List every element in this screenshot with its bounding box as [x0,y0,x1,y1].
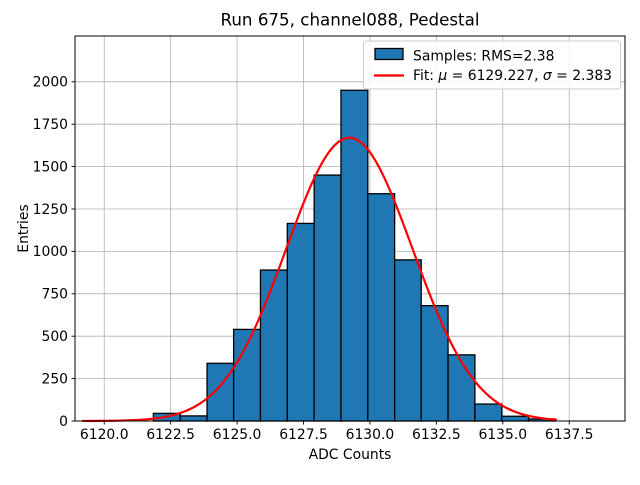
y-axis-label: Entries [16,204,32,252]
y-tick-label: 1250 [33,202,68,218]
x-tick-label: 6132.5 [412,427,461,443]
histogram-bar [474,403,503,422]
histogram-bar [340,89,369,422]
histogram-bar [179,415,208,422]
x-tick-label: 6122.5 [146,427,195,443]
legend-label-fit: Fit: μ = 6129.227, σ = 2.383 [413,68,612,84]
histogram-bar [501,415,530,422]
histogram-bar [313,174,342,422]
histogram-bars [152,89,556,422]
legend-frame [363,40,621,90]
x-tick-label: 6135.0 [478,427,527,443]
legend: Samples: RMS=2.38 Fit: μ = 6129.227, σ =… [363,40,621,90]
x-tick-label: 6137.5 [545,427,594,443]
y-tick-label: 250 [41,371,68,387]
x-tick-label: 6125.0 [213,427,262,443]
x-axis-label: ADC Counts [309,447,392,463]
x-tick-label: 6130.0 [346,427,395,443]
chart-title: Run 675, channel088, Pedestal [221,10,480,30]
x-tick-label: 6120.0 [80,427,129,443]
axes-spines [74,35,626,422]
gaussian-fit-line [81,136,558,423]
axes: 6120.0 6122.5 6125.0 6127.5 6130.0 6132.5 6135… [33,35,626,443]
histogram-bar [420,305,449,422]
y-tick-label: 750 [41,287,68,303]
y-tick-label: 2000 [33,75,68,91]
histogram-bar [367,193,396,422]
y-tick-label: 1750 [33,117,68,133]
y-tick-label: 500 [41,329,68,345]
y-tick-label: 1500 [33,159,68,175]
histogram-bar [447,354,476,422]
y-tick-label: 0 [59,414,68,430]
legend-label-samples: Samples: RMS=2.38 [413,49,554,65]
x-tick-label: 6127.5 [279,427,328,443]
y-tick-label: 1000 [33,244,68,260]
histogram-bar [259,269,288,422]
histogram-bar [286,222,315,422]
histogram-bar [393,259,422,422]
legend-swatch-samples-patch [374,47,404,61]
